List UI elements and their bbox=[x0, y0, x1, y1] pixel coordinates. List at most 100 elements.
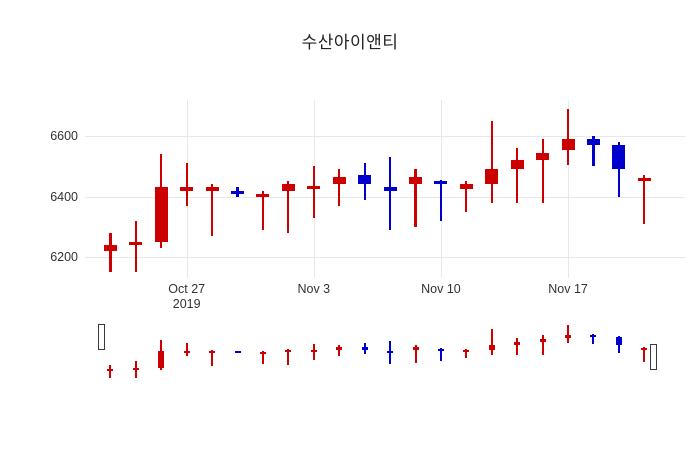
candle-body bbox=[358, 175, 372, 185]
candle-body bbox=[307, 185, 321, 189]
price-plot-area[interactable] bbox=[85, 100, 685, 278]
candle-body bbox=[412, 347, 419, 350]
candle-wick bbox=[592, 333, 595, 344]
x-axis-tick-main: Nov 10 bbox=[421, 282, 461, 296]
candle-body bbox=[205, 187, 219, 191]
x-axis-tick-main: Nov 3 bbox=[297, 282, 331, 296]
candle-wick bbox=[617, 142, 620, 197]
candle-body bbox=[539, 339, 546, 342]
candle-wick bbox=[567, 324, 570, 344]
candle-body bbox=[129, 241, 143, 245]
horizontal-gridline bbox=[85, 256, 685, 258]
x-axis-tick-label: Nov 3 bbox=[297, 282, 330, 297]
candle-wick bbox=[566, 109, 570, 165]
range-start-handle[interactable] bbox=[98, 324, 106, 350]
candle-wick bbox=[439, 179, 443, 221]
x-axis-tick-main: Oct 27 bbox=[168, 282, 206, 296]
vertical-gridline bbox=[568, 100, 570, 278]
candle-body bbox=[387, 350, 394, 353]
candle-wick bbox=[109, 365, 112, 379]
candle-body bbox=[332, 176, 346, 185]
candle-body bbox=[103, 244, 117, 251]
candle-wick bbox=[541, 139, 544, 203]
candle-body bbox=[615, 336, 622, 345]
y-axis-tick-label: 6400 bbox=[50, 189, 78, 204]
candle-body bbox=[637, 178, 651, 182]
candle-body bbox=[437, 348, 444, 351]
candle-body bbox=[586, 139, 600, 146]
candle-wick bbox=[338, 169, 341, 206]
candle-wick bbox=[287, 348, 290, 366]
candle-body bbox=[281, 184, 295, 191]
candle-wick bbox=[109, 232, 112, 272]
candle-body bbox=[183, 350, 190, 353]
candle-wick bbox=[388, 157, 392, 230]
candle-wick bbox=[414, 344, 417, 364]
candle-body bbox=[514, 341, 521, 345]
candle-body bbox=[459, 184, 473, 189]
candle-wick bbox=[439, 348, 442, 362]
candle-body bbox=[409, 176, 422, 185]
candle-wick bbox=[134, 220, 137, 272]
candle-body bbox=[259, 352, 266, 355]
candle-wick bbox=[185, 342, 188, 357]
candle-wick bbox=[592, 136, 595, 167]
x-axis-tick-year: 2019 bbox=[172, 297, 201, 311]
x-axis-tick-main: Nov 17 bbox=[548, 282, 588, 296]
candle-body bbox=[561, 139, 575, 150]
range-end-handle[interactable] bbox=[650, 344, 658, 370]
candle-wick bbox=[516, 148, 519, 203]
candle-body bbox=[234, 351, 241, 354]
candle-wick bbox=[490, 121, 493, 203]
candle-body bbox=[510, 160, 524, 170]
candle-wick bbox=[617, 335, 620, 354]
candle-body bbox=[485, 169, 499, 185]
candle-wick bbox=[516, 337, 519, 356]
candle-body bbox=[565, 334, 572, 339]
candle-body bbox=[310, 350, 317, 353]
candle-wick bbox=[211, 184, 214, 236]
candle-wick bbox=[312, 166, 315, 218]
candle-body bbox=[434, 181, 448, 185]
candle-wick bbox=[465, 181, 468, 212]
candle-body bbox=[463, 349, 470, 352]
x-axis-tick-label: Oct 27 2019 bbox=[168, 282, 205, 312]
candle-wick bbox=[261, 190, 265, 230]
candle-body bbox=[154, 187, 168, 242]
candle-wick bbox=[261, 351, 264, 365]
navigator-plot-area[interactable] bbox=[85, 322, 685, 380]
y-axis-tick-label: 6600 bbox=[50, 129, 78, 144]
x-axis-tick-label: Nov 17 bbox=[548, 282, 588, 297]
candle-wick bbox=[465, 348, 468, 359]
candle-wick bbox=[490, 328, 493, 356]
candle-body bbox=[209, 350, 216, 353]
candle-wick bbox=[643, 175, 646, 224]
candle-body bbox=[231, 190, 245, 194]
candle-body bbox=[590, 334, 597, 337]
candle-body bbox=[383, 187, 397, 191]
candle-body bbox=[641, 347, 648, 350]
candle-wick bbox=[414, 169, 417, 227]
candle-body bbox=[285, 349, 292, 352]
candle-wick bbox=[541, 334, 544, 356]
candle-body bbox=[107, 369, 114, 372]
page-title: 수산아이앤티 bbox=[301, 33, 399, 52]
candle-wick bbox=[185, 163, 188, 206]
candle-wick bbox=[338, 344, 341, 357]
candle-wick bbox=[643, 346, 646, 363]
candle-body bbox=[256, 193, 270, 197]
candle-body bbox=[612, 145, 626, 170]
candle-body bbox=[180, 187, 194, 191]
candle-body bbox=[336, 347, 343, 350]
horizontal-gridline bbox=[85, 136, 685, 138]
candle-body bbox=[488, 344, 495, 350]
candle-wick bbox=[211, 349, 214, 367]
x-axis-tick-label: Nov 10 bbox=[421, 282, 461, 297]
candle-body bbox=[132, 368, 139, 371]
candle-wick bbox=[287, 181, 290, 233]
candle-body bbox=[536, 152, 550, 161]
candle-body bbox=[361, 346, 368, 350]
horizontal-gridline bbox=[85, 196, 685, 198]
candle-body bbox=[158, 350, 165, 369]
